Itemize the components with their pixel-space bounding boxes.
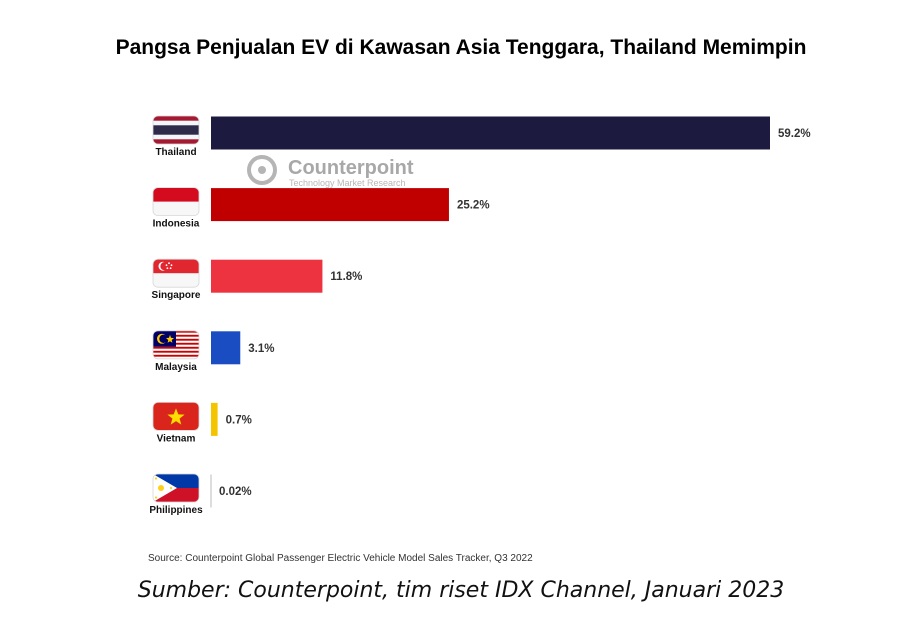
singapore-flag-icon: [153, 259, 199, 288]
category-label: Malaysia: [155, 362, 197, 373]
bar-malaysia: [211, 331, 241, 365]
category-label: Indonesia: [153, 219, 200, 230]
value-label: 25.2%: [457, 200, 490, 212]
value-label: 0.7%: [226, 414, 252, 426]
category-label: Singapore: [152, 290, 201, 301]
value-label: 11.8%: [330, 271, 362, 283]
watermark-brand: Counterpoint: [288, 157, 414, 179]
watermark: Counterpoint Technology Market Research: [247, 155, 414, 188]
thailand-flag-icon: [153, 116, 199, 144]
flag-border: [152, 473, 200, 503]
flag-border: [152, 187, 200, 217]
flag-border: [152, 115, 200, 145]
bar-thailand: [211, 116, 770, 150]
bar-vietnam: [211, 402, 218, 436]
vietnam-flag-icon: [153, 402, 199, 431]
value-label: 3.1%: [248, 343, 274, 355]
page-title: Pangsa Penjualan EV di Kawasan Asia Teng…: [115, 36, 807, 59]
indonesia-flag-icon: [153, 187, 199, 216]
bar-indonesia: [211, 188, 449, 222]
category-label: Vietnam: [157, 433, 196, 444]
value-label: 59.2%: [778, 128, 811, 140]
flag-border: [152, 330, 200, 360]
bar-singapore: [211, 259, 323, 293]
malaysia-flag-icon: [153, 330, 199, 359]
watermark-tagline: Technology Market Research: [289, 178, 406, 188]
philippines-flag-icon: [153, 474, 199, 502]
category-label: Thailand: [155, 147, 196, 158]
footer-source: Sumber: Counterpoint, tim riset IDX Chan…: [137, 578, 785, 603]
value-label: 0.02%: [219, 486, 252, 498]
category-label: Philippines: [149, 505, 203, 516]
flag-border: [152, 258, 200, 288]
source-note: Source: Counterpoint Global Passenger El…: [148, 553, 533, 564]
flag-border: [152, 401, 200, 431]
